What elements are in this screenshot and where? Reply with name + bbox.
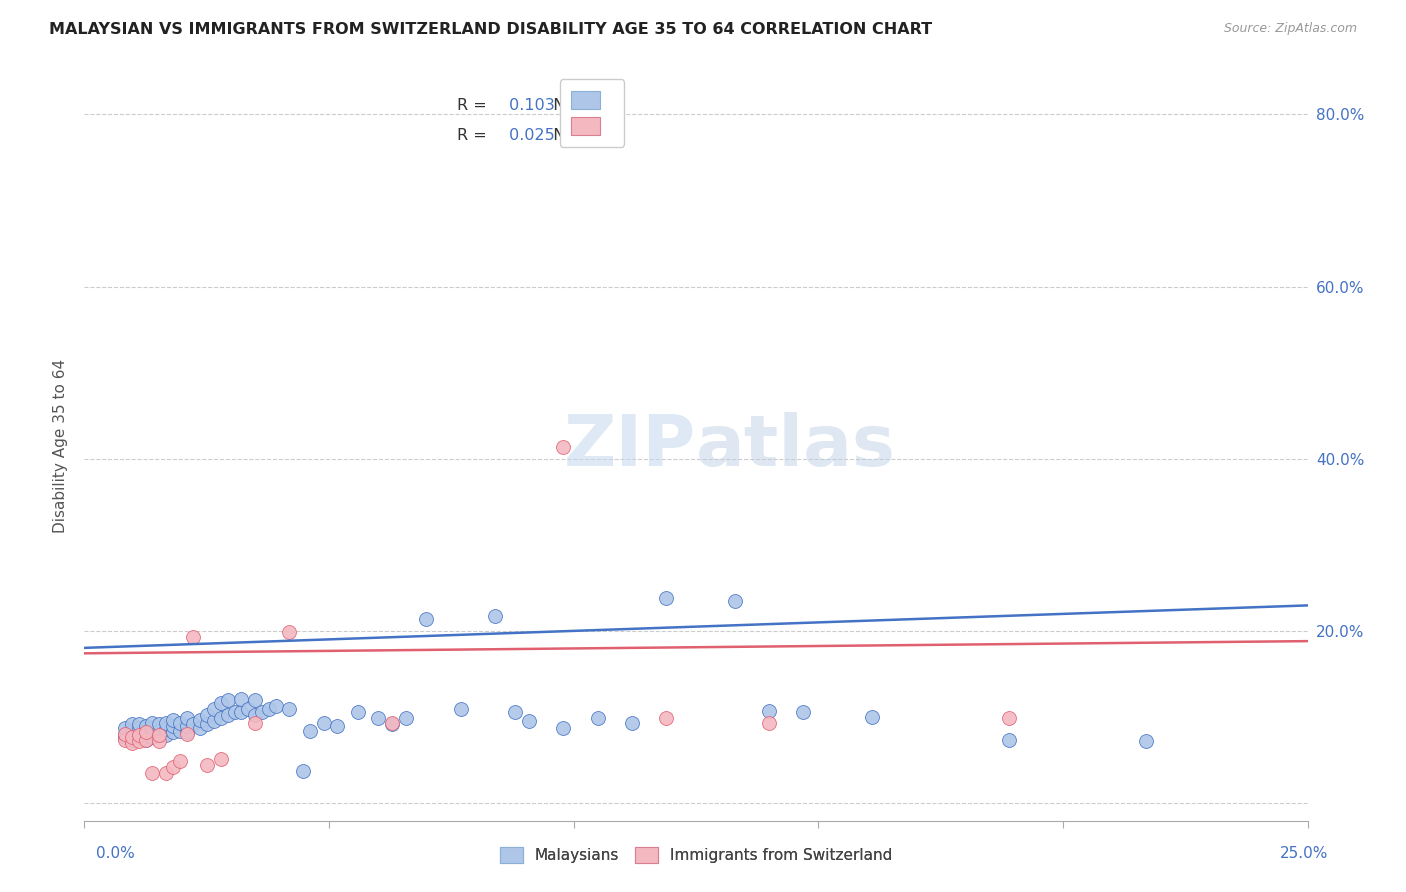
Text: Source: ZipAtlas.com: Source: ZipAtlas.com xyxy=(1223,22,1357,36)
Text: 0.103: 0.103 xyxy=(503,97,555,112)
Legend: Malaysians, Immigrants from Switzerland: Malaysians, Immigrants from Switzerland xyxy=(494,841,898,869)
Text: 0.0%: 0.0% xyxy=(96,847,135,861)
Text: 0.025: 0.025 xyxy=(503,128,555,143)
Text: 25.0%: 25.0% xyxy=(1281,847,1329,861)
Text: R =: R = xyxy=(457,97,492,112)
Text: N =: N = xyxy=(543,97,589,112)
Text: 81: 81 xyxy=(589,97,616,112)
Text: R =: R = xyxy=(457,128,492,143)
Text: MALAYSIAN VS IMMIGRANTS FROM SWITZERLAND DISABILITY AGE 35 TO 64 CORRELATION CHA: MALAYSIAN VS IMMIGRANTS FROM SWITZERLAND… xyxy=(49,22,932,37)
Text: 26: 26 xyxy=(589,128,614,143)
Text: atlas: atlas xyxy=(696,411,896,481)
Y-axis label: Disability Age 35 to 64: Disability Age 35 to 64 xyxy=(53,359,69,533)
Text: ZIP: ZIP xyxy=(564,411,696,481)
Text: N =: N = xyxy=(543,128,589,143)
